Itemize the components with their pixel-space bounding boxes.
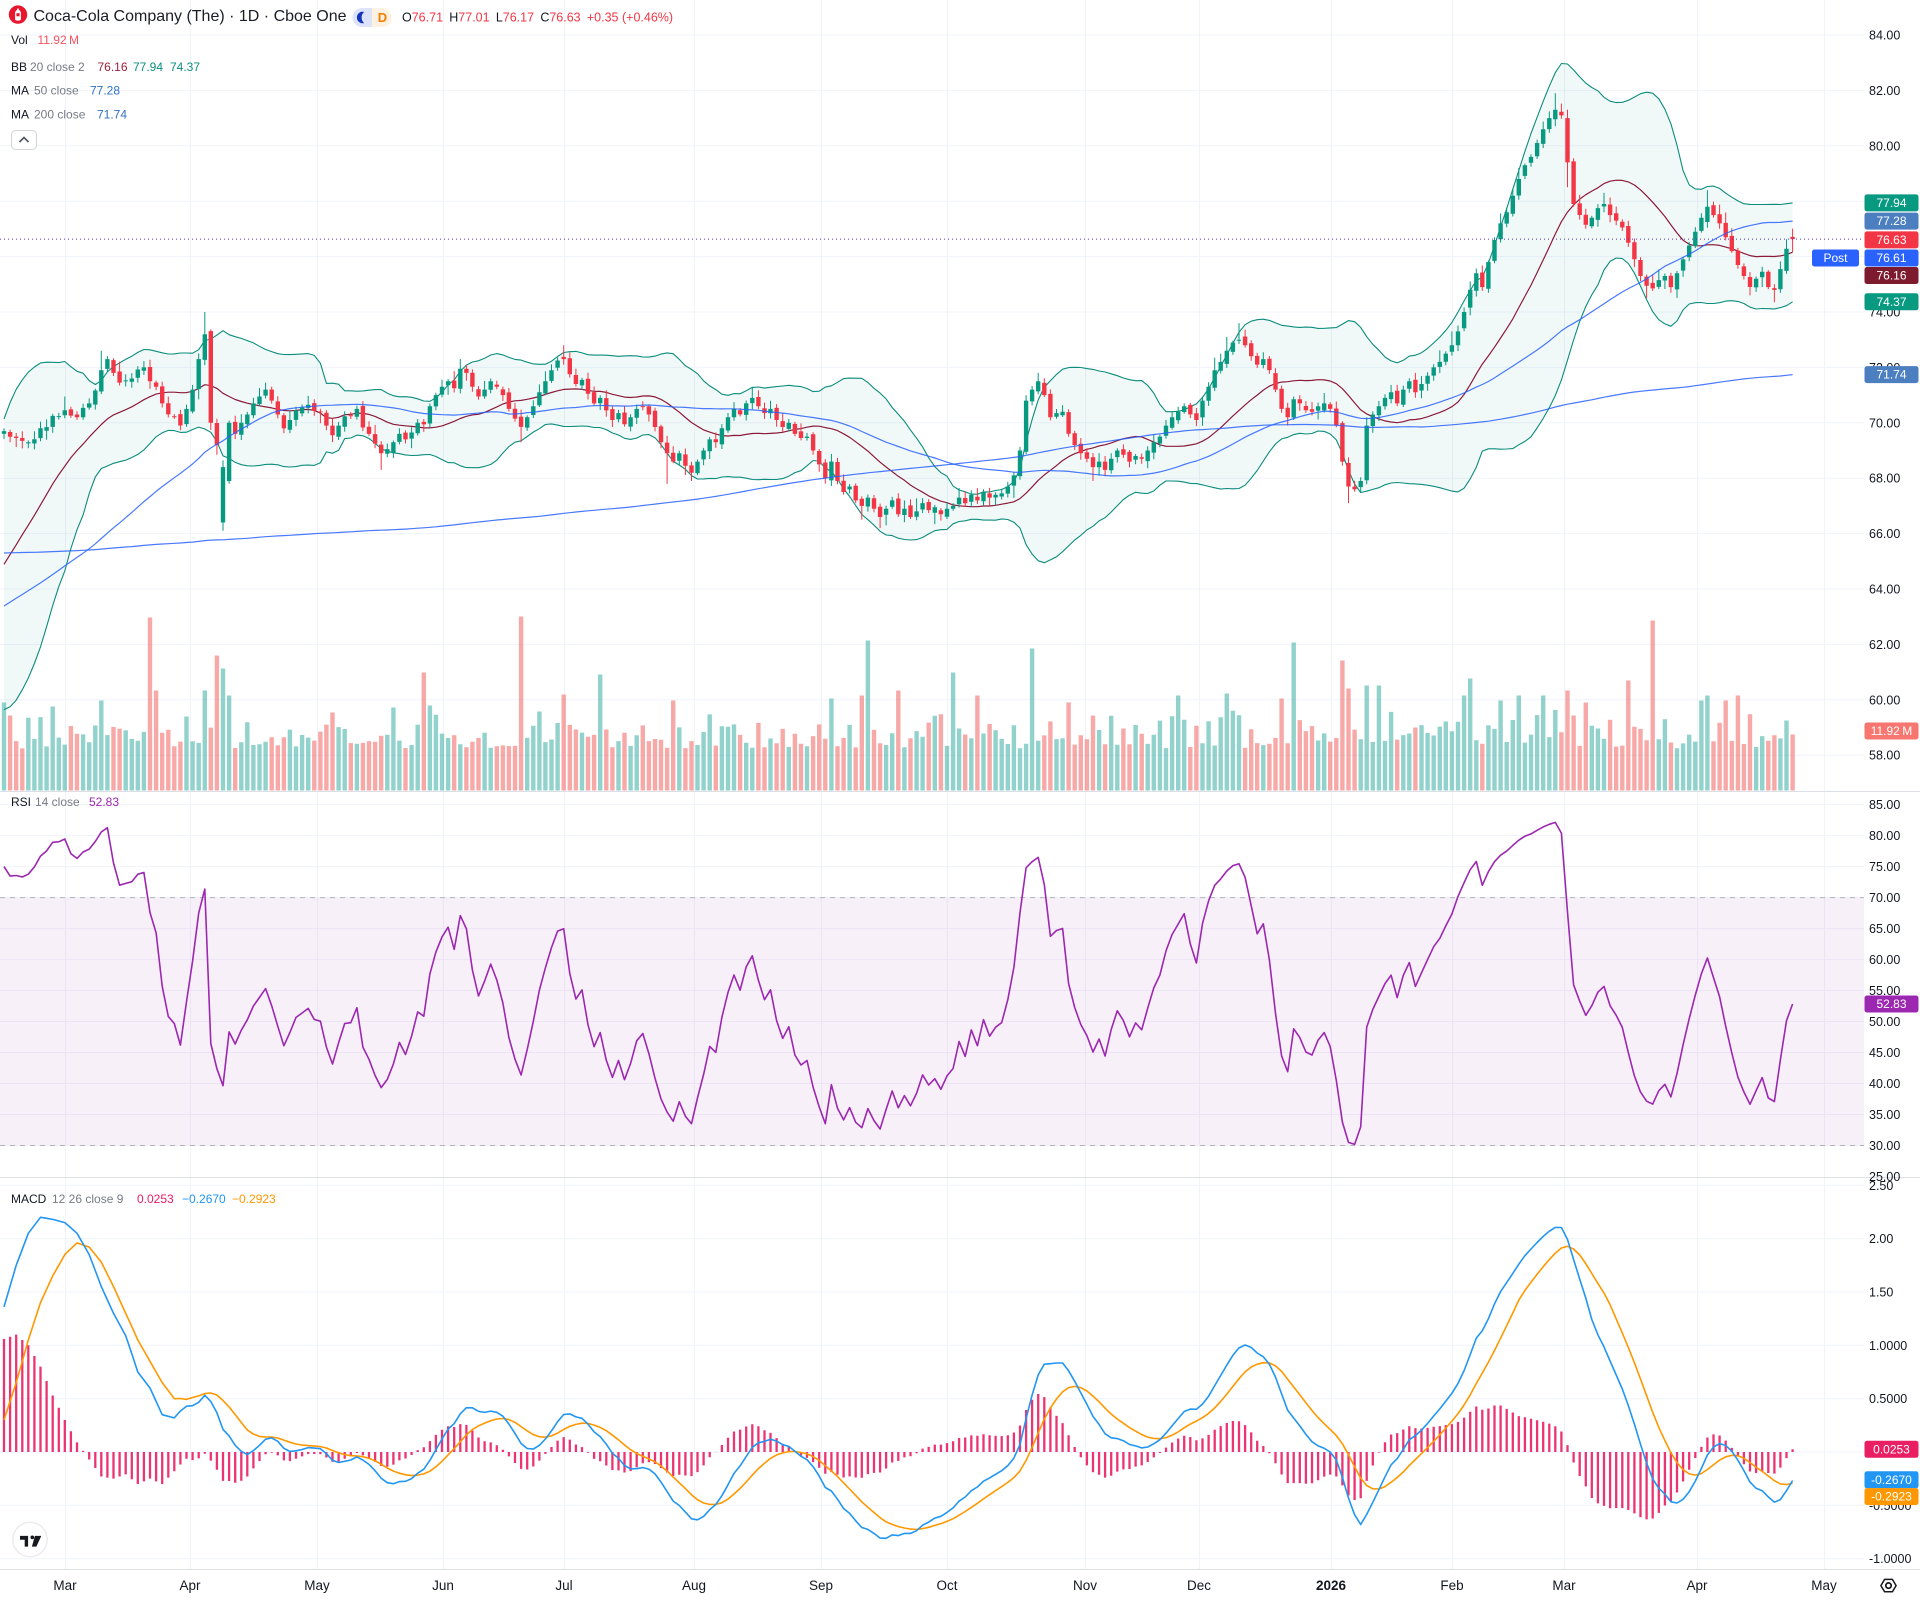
svg-text:1.0000: 1.0000 bbox=[1869, 1339, 1907, 1353]
svg-text:May: May bbox=[1811, 1578, 1837, 1593]
svg-text:RSI: RSI bbox=[11, 795, 31, 809]
svg-text:20 close 2: 20 close 2 bbox=[30, 60, 85, 74]
svg-text:76.63: 76.63 bbox=[1876, 233, 1906, 247]
svg-text:Dec: Dec bbox=[1187, 1578, 1211, 1593]
svg-text:Jun: Jun bbox=[432, 1578, 454, 1593]
svg-text:52.83: 52.83 bbox=[1876, 997, 1906, 1011]
svg-text:11.92 M: 11.92 M bbox=[38, 33, 80, 47]
svg-text:77.28: 77.28 bbox=[1876, 214, 1906, 228]
svg-text:Nov: Nov bbox=[1073, 1578, 1097, 1593]
svg-text:50.00: 50.00 bbox=[1869, 1015, 1900, 1029]
svg-text:80.00: 80.00 bbox=[1869, 139, 1900, 153]
svg-text:70.00: 70.00 bbox=[1869, 891, 1900, 905]
svg-text:62.00: 62.00 bbox=[1869, 638, 1900, 652]
svg-text:Coca-Cola Company (The) · 1D ·: Coca-Cola Company (The) · 1D · Cboe One bbox=[34, 8, 347, 25]
svg-text:14 close: 14 close bbox=[35, 795, 80, 809]
svg-text:84.00: 84.00 bbox=[1869, 29, 1900, 43]
svg-text:12 26 close 9: 12 26 close 9 bbox=[52, 1192, 124, 1206]
svg-text:50 close: 50 close bbox=[34, 84, 79, 98]
svg-text:Sep: Sep bbox=[809, 1578, 833, 1593]
svg-text:74.37: 74.37 bbox=[170, 60, 200, 74]
svg-text:Feb: Feb bbox=[1440, 1578, 1463, 1593]
svg-text:75.00: 75.00 bbox=[1869, 860, 1900, 874]
svg-text:76.16: 76.16 bbox=[1876, 269, 1906, 283]
svg-text:68.00: 68.00 bbox=[1869, 472, 1900, 486]
svg-text:MA: MA bbox=[11, 107, 29, 121]
svg-text:77.94: 77.94 bbox=[1876, 196, 1906, 210]
svg-text:0.0253: 0.0253 bbox=[1873, 1442, 1910, 1456]
svg-text:2026: 2026 bbox=[1316, 1578, 1347, 1593]
svg-text:0.0253: 0.0253 bbox=[137, 1192, 174, 1206]
svg-text:-0.2670: -0.2670 bbox=[1871, 1473, 1912, 1487]
svg-text:2.00: 2.00 bbox=[1869, 1232, 1893, 1246]
svg-text:D: D bbox=[378, 10, 387, 25]
svg-text:Aug: Aug bbox=[682, 1578, 706, 1593]
svg-text:74.37: 74.37 bbox=[1876, 295, 1906, 309]
svg-text:MACD: MACD bbox=[11, 1192, 47, 1206]
svg-text:−0.2923: −0.2923 bbox=[232, 1192, 276, 1206]
svg-text:71.74: 71.74 bbox=[1876, 368, 1906, 382]
svg-text:76.61: 76.61 bbox=[1876, 251, 1906, 265]
svg-text:76.16: 76.16 bbox=[98, 60, 128, 74]
svg-text:71.74: 71.74 bbox=[97, 107, 127, 121]
svg-text:66.00: 66.00 bbox=[1869, 527, 1900, 541]
svg-text:77.94: 77.94 bbox=[133, 60, 163, 74]
svg-text:200 close: 200 close bbox=[34, 107, 86, 121]
svg-text:1.50: 1.50 bbox=[1869, 1286, 1893, 1300]
svg-text:BB: BB bbox=[11, 60, 27, 74]
svg-text:-0.2923: -0.2923 bbox=[1871, 1490, 1912, 1504]
svg-text:11.92 M: 11.92 M bbox=[1871, 724, 1913, 738]
svg-text:80.00: 80.00 bbox=[1869, 829, 1900, 843]
svg-text:-1.0000: -1.0000 bbox=[1869, 1552, 1911, 1566]
svg-text:60.00: 60.00 bbox=[1869, 693, 1900, 707]
svg-text:2.50: 2.50 bbox=[1869, 1179, 1893, 1193]
svg-text:Vol: Vol bbox=[11, 33, 28, 47]
svg-text:Post: Post bbox=[1823, 251, 1848, 265]
svg-text:58.00: 58.00 bbox=[1869, 749, 1900, 763]
svg-text:O76.71 H77.01 L76.17 C76.63 +0: O76.71 H77.01 L76.17 C76.63 +0.35 (+0.46… bbox=[402, 11, 673, 25]
svg-text:Mar: Mar bbox=[1552, 1578, 1576, 1593]
svg-text:Jul: Jul bbox=[555, 1578, 572, 1593]
svg-text:Apr: Apr bbox=[179, 1578, 201, 1593]
svg-text:MA: MA bbox=[11, 84, 29, 98]
svg-text:52.83: 52.83 bbox=[89, 795, 119, 809]
svg-text:55.00: 55.00 bbox=[1869, 984, 1900, 998]
svg-text:60.00: 60.00 bbox=[1869, 953, 1900, 967]
svg-text:70.00: 70.00 bbox=[1869, 416, 1900, 430]
svg-text:Apr: Apr bbox=[1686, 1578, 1708, 1593]
svg-text:64.00: 64.00 bbox=[1869, 583, 1900, 597]
svg-text:0.5000: 0.5000 bbox=[1869, 1392, 1907, 1406]
svg-text:Mar: Mar bbox=[53, 1578, 77, 1593]
svg-text:82.00: 82.00 bbox=[1869, 84, 1900, 98]
svg-text:65.00: 65.00 bbox=[1869, 922, 1900, 936]
svg-text:30.00: 30.00 bbox=[1869, 1139, 1900, 1153]
svg-text:77.28: 77.28 bbox=[90, 84, 120, 98]
svg-text:25.00: 25.00 bbox=[1869, 1170, 1900, 1184]
svg-text:−0.2670: −0.2670 bbox=[182, 1192, 226, 1206]
svg-text:45.00: 45.00 bbox=[1869, 1046, 1900, 1060]
svg-text:85.00: 85.00 bbox=[1869, 798, 1900, 812]
svg-text:May: May bbox=[304, 1578, 330, 1593]
svg-text:35.00: 35.00 bbox=[1869, 1108, 1900, 1122]
svg-text:Oct: Oct bbox=[936, 1578, 957, 1593]
svg-text:40.00: 40.00 bbox=[1869, 1077, 1900, 1091]
